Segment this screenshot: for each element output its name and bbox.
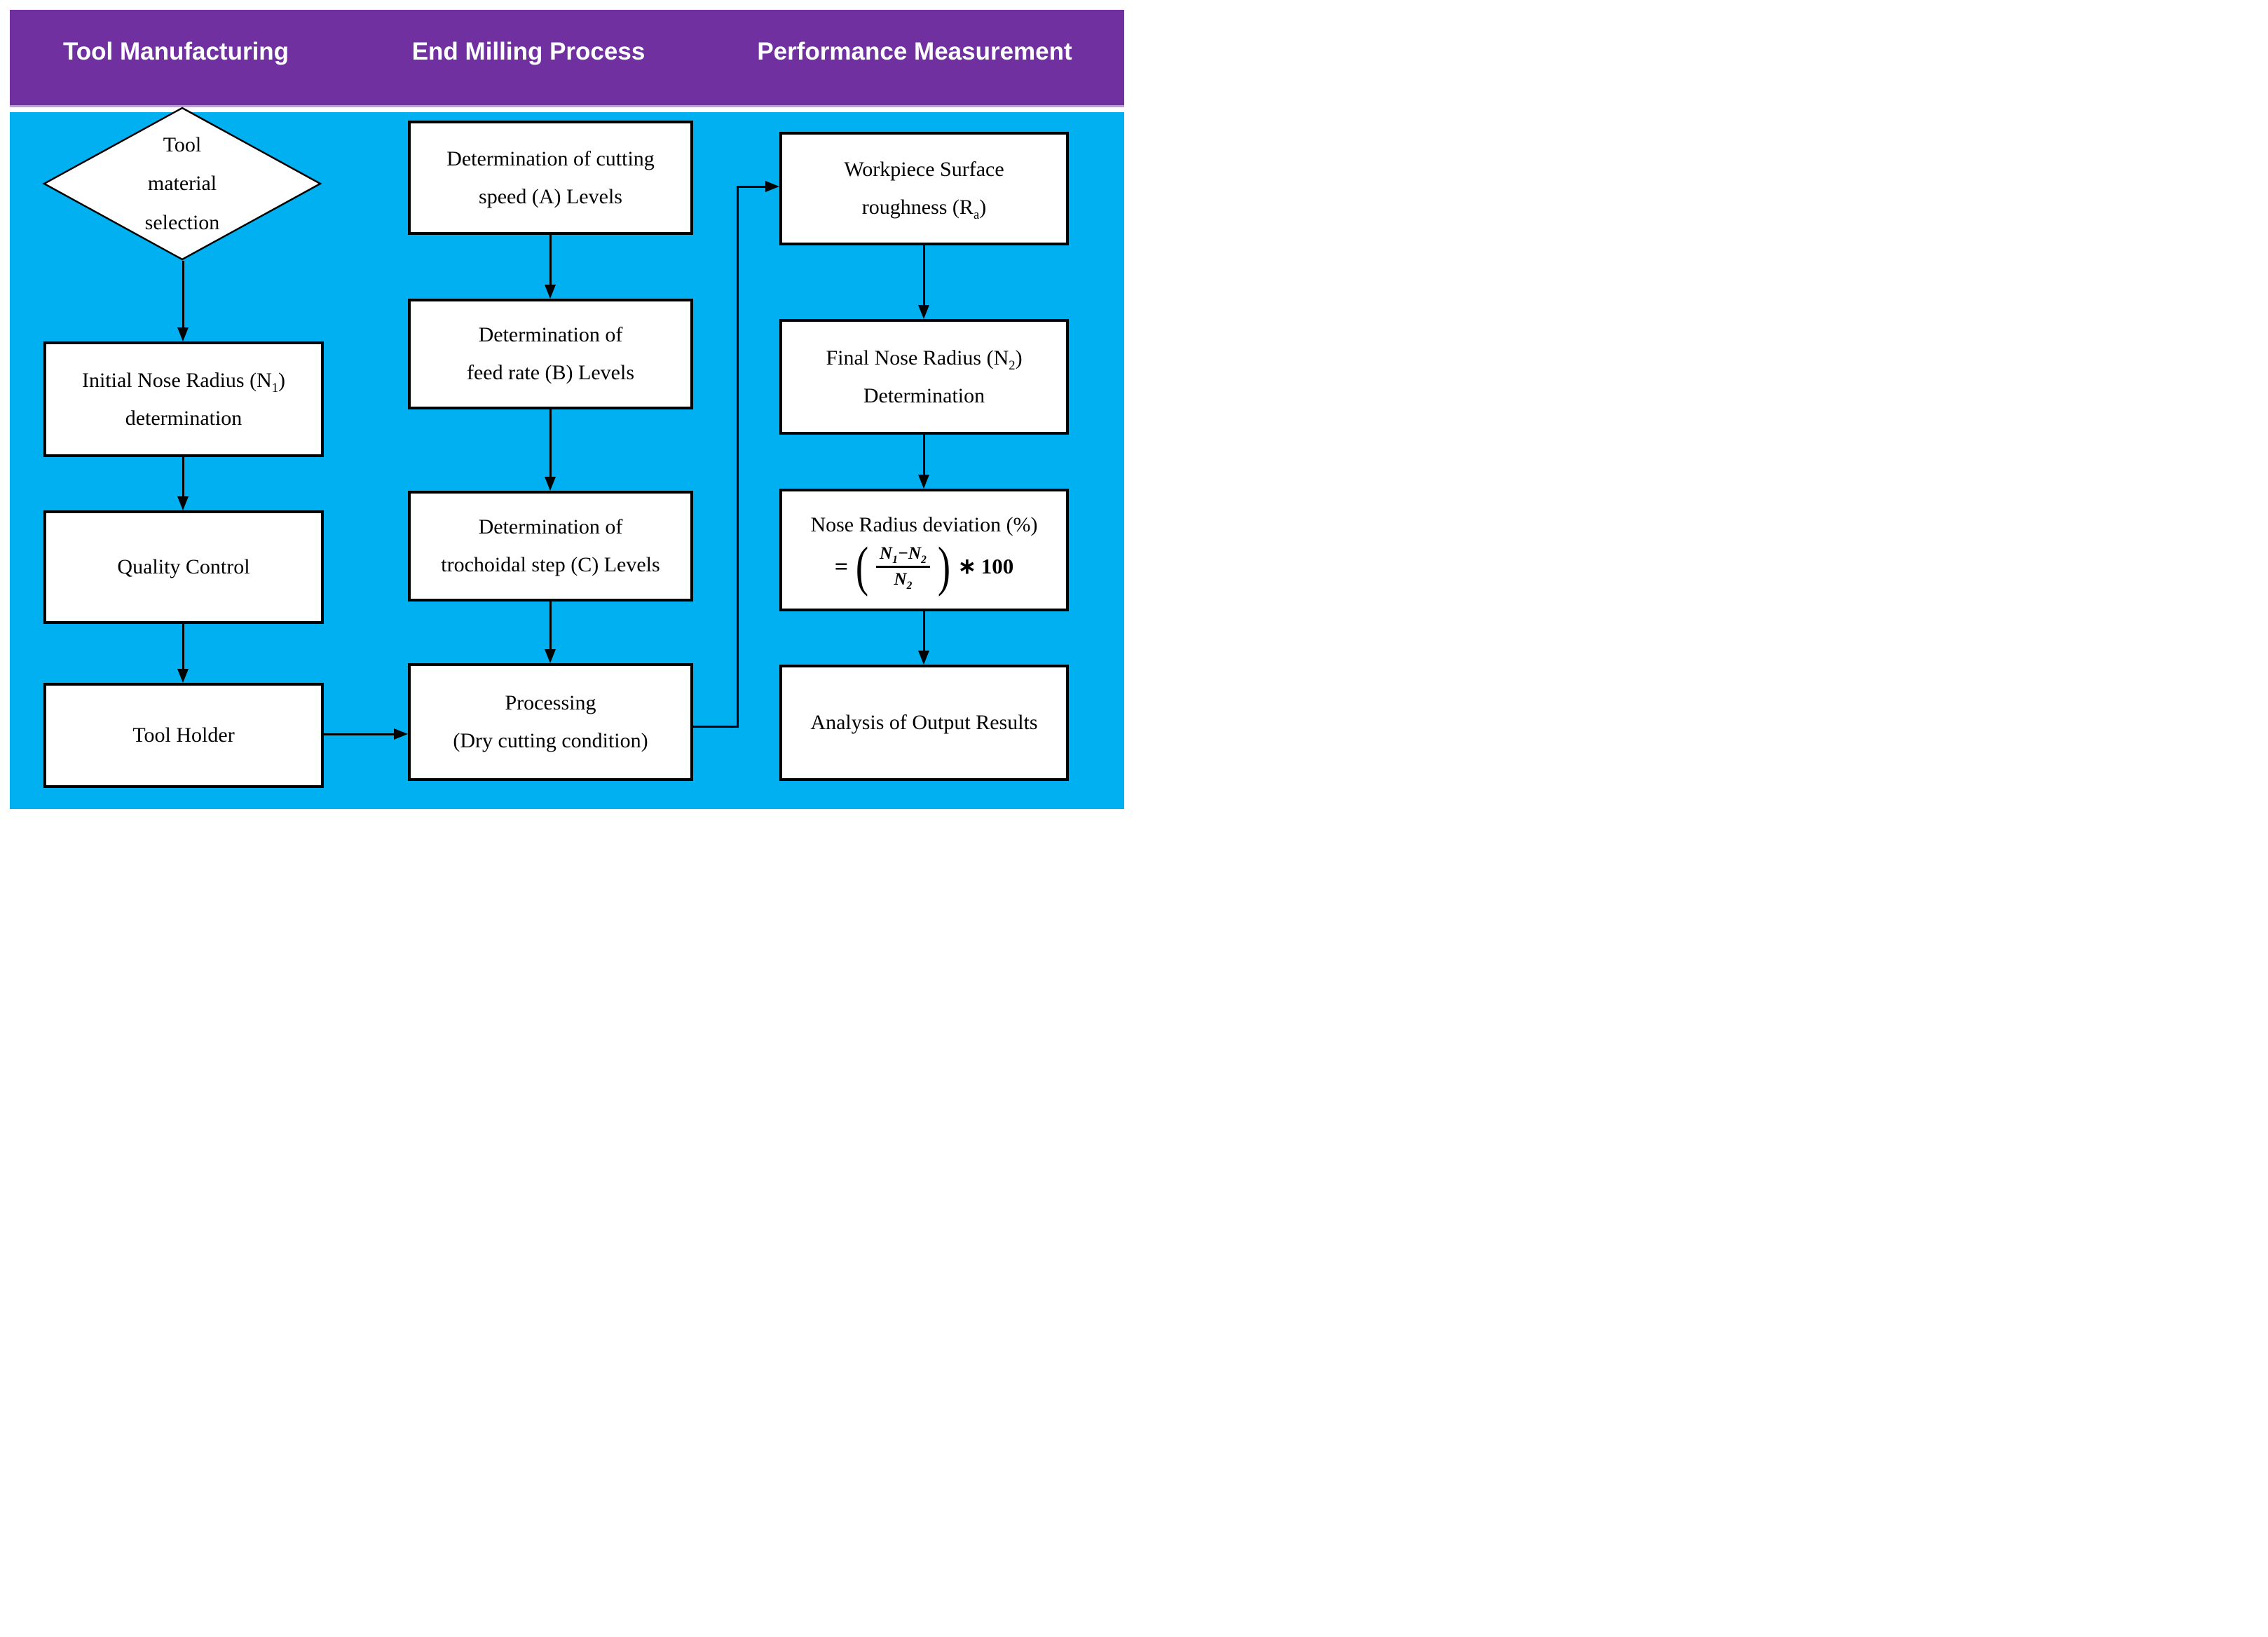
node-tool-holder: Tool Holder <box>43 683 324 788</box>
initial-nose-line-2: determination <box>125 406 242 430</box>
processing-line-2: (Dry cutting condition) <box>453 729 648 752</box>
arrow-final-nose-to-deviation <box>918 435 929 489</box>
connector-processing-elbow-bottom <box>693 726 739 728</box>
node-cutting-speed: Determination of cutting speed (A) Level… <box>408 121 693 235</box>
cutting-speed-line-2: speed (A) Levels <box>479 184 622 208</box>
diamond-line-3: selection <box>144 210 220 234</box>
deviation-formula: = ( N1−N2 N2 ) ∗ 100 <box>834 536 1014 597</box>
deviation-title: Nose Radius deviation (%) <box>810 512 1038 536</box>
initial-nose-line-1: Initial Nose Radius (N1) <box>81 368 286 395</box>
arrow-feed-rate-to-trochoidal <box>545 409 556 491</box>
node-surface-roughness: Workpiece Surface roughness (Ra) <box>779 132 1069 245</box>
arrow-quality-to-tool-holder <box>177 624 189 683</box>
final-nose-line-2: Determination <box>863 383 985 407</box>
column-title-performance-measurement: Performance Measurement <box>757 37 1072 65</box>
final-nose-line-1: Final Nose Radius (N2) <box>826 346 1023 373</box>
fraction-numerator: N1−N2 <box>876 543 930 569</box>
tool-holder-label: Tool Holder <box>132 724 235 747</box>
diamond-shape <box>42 107 322 261</box>
column-title-tool-manufacturing: Tool Manufacturing <box>62 37 289 65</box>
quality-control-label: Quality Control <box>117 555 250 578</box>
feed-rate-line-1: Determination of <box>478 323 623 346</box>
right-paren: ) <box>937 536 950 597</box>
node-nose-radius-deviation: Nose Radius deviation (%) = ( N1−N2 N2 )… <box>779 489 1069 611</box>
feed-rate-line-2: feed rate (B) Levels <box>466 361 635 384</box>
arrow-roughness-to-final-nose <box>918 245 929 319</box>
header-band: Tool Manufacturing End Milling Process P… <box>10 10 1124 107</box>
trochoidal-line-2: trochoidal step (C) Levels <box>441 553 660 576</box>
diamond-line-1: Tool <box>163 133 202 156</box>
node-processing: Processing (Dry cutting condition) <box>408 663 693 781</box>
arrow-trochoidal-to-processing <box>545 602 556 663</box>
flowchart-figure: Tool Manufacturing End Milling Process P… <box>0 0 1134 819</box>
node-trochoidal-step: Determination of trochoidal step (C) Lev… <box>408 491 693 602</box>
arrow-initial-nose-to-quality <box>177 457 189 510</box>
trochoidal-line-1: Determination of <box>478 515 623 538</box>
arrow-cutting-speed-to-feed-rate <box>545 235 556 299</box>
fraction-denominator: N2 <box>894 570 913 592</box>
processing-line-1: Processing <box>505 691 596 714</box>
node-tool-material-selection: Tool material selection <box>42 107 322 261</box>
analysis-label: Analysis of Output Results <box>810 711 1038 734</box>
arrow-tool-holder-to-processing <box>324 728 408 740</box>
connector-processing-elbow-vertical <box>737 186 739 728</box>
arrow-processing-to-roughness <box>737 181 779 192</box>
surface-roughness-line-1: Workpiece Surface <box>844 158 1004 181</box>
node-analysis-output: Analysis of Output Results <box>779 665 1069 781</box>
node-final-nose-radius: Final Nose Radius (N2) Determination <box>779 319 1069 435</box>
diamond-line-2: material <box>147 172 217 196</box>
column-title-end-milling-process: End Milling Process <box>411 37 645 65</box>
left-paren: ( <box>855 536 869 597</box>
arrow-deviation-to-analysis <box>918 611 929 665</box>
arrow-diamond-to-initial-nose <box>177 261 189 341</box>
surface-roughness-line-2: roughness (Ra) <box>861 196 987 222</box>
node-feed-rate: Determination of feed rate (B) Levels <box>408 299 693 409</box>
cutting-speed-line-1: Determination of cutting <box>446 147 655 170</box>
diamond-label: Tool material selection <box>42 107 322 261</box>
node-initial-nose-radius: Initial Nose Radius (N1) determination <box>43 341 324 457</box>
node-quality-control: Quality Control <box>43 510 324 624</box>
formula-value: 100 <box>981 553 1014 578</box>
fraction: N1−N2 N2 <box>876 543 930 592</box>
multiply-sign: ∗ <box>957 553 976 578</box>
